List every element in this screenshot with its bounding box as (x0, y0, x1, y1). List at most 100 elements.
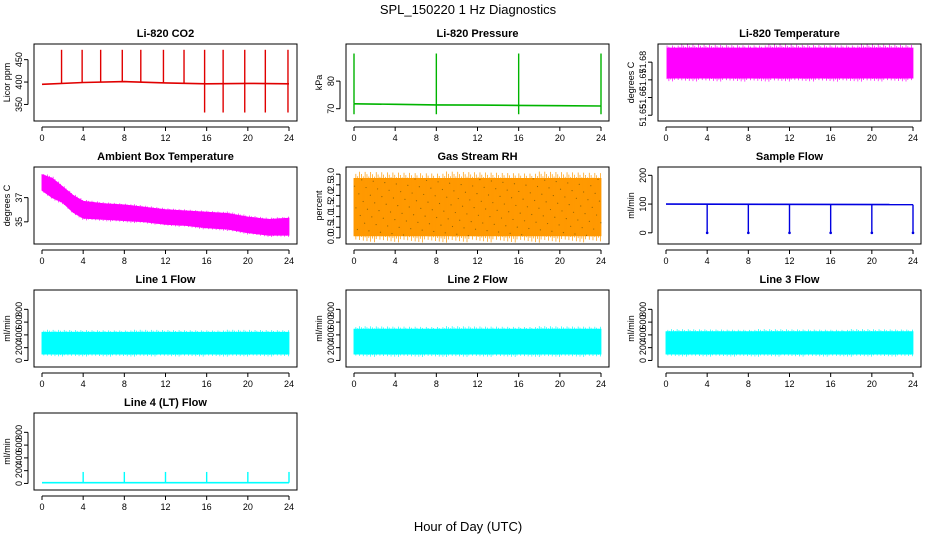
rh-point (417, 221, 419, 223)
rh-point (457, 197, 459, 200)
x-tick-label: 12 (160, 379, 170, 389)
y-tick-label: 800 (326, 302, 336, 317)
y-tick-label: 2.5 (326, 179, 336, 192)
panel-ylabel: degrees C (626, 61, 636, 103)
series-line (41, 80, 290, 86)
y-tick-label: 1.0 (326, 210, 336, 223)
panel-data (41, 329, 290, 357)
panel-ylabel: ml/min (2, 438, 12, 465)
rh-point (523, 220, 526, 222)
y-tick-label: 0 (14, 481, 24, 486)
rh-point (496, 209, 498, 211)
rh-point (587, 199, 589, 201)
rh-point (570, 225, 572, 227)
x-tick-label: 20 (243, 256, 253, 266)
rh-point (568, 204, 570, 206)
y-tick-label: 0 (638, 358, 648, 363)
rh-point (376, 188, 379, 190)
rh-point (505, 225, 507, 227)
rh-point (482, 222, 484, 224)
y-tick-label: 70 (326, 104, 336, 114)
rh-point (369, 194, 371, 196)
rh-point (447, 218, 449, 220)
rh-point (440, 224, 442, 226)
rh-point (444, 232, 446, 234)
rh-point (509, 232, 511, 235)
rh-point (512, 218, 514, 221)
rh-point (544, 179, 546, 181)
rh-point (476, 193, 478, 195)
rh-point (469, 199, 471, 201)
x-tick-label: 4 (81, 502, 86, 512)
x-tick-label: 20 (867, 133, 877, 143)
rh-point (571, 190, 573, 192)
x-tick-label: 0 (663, 379, 668, 389)
panel-data (666, 44, 914, 82)
figure-title: SPL_150220 1 Hz Diagnostics (380, 2, 557, 17)
spike-point (788, 231, 791, 235)
rh-point (500, 217, 503, 219)
x-tick-label: 4 (81, 133, 86, 143)
panel-frame (33, 43, 298, 122)
rh-point (538, 207, 540, 209)
x-tick-label: 24 (908, 133, 918, 143)
x-tick-label: 16 (514, 256, 524, 266)
x-tick-label: 8 (434, 379, 439, 389)
rh-point (451, 225, 454, 228)
rh-point (499, 195, 501, 197)
rh-point (431, 209, 433, 211)
rh-point (565, 218, 567, 220)
rh-point (388, 189, 390, 191)
rh-point (358, 193, 360, 195)
x-tick-label: 0 (39, 379, 44, 389)
panel-frame (657, 289, 922, 368)
panel-title: Li-820 Pressure (437, 28, 519, 40)
rh-point (555, 180, 557, 183)
rh-point (466, 213, 468, 215)
rh-point (598, 200, 601, 202)
x-tick-label: 24 (908, 256, 918, 266)
x-tick-label: 8 (122, 502, 127, 512)
rh-point (554, 216, 556, 218)
spike-point (829, 231, 832, 235)
x-tick-label: 24 (908, 379, 918, 389)
rh-point (436, 216, 438, 219)
rh-point (421, 229, 423, 231)
x-tick-label: 4 (705, 256, 710, 266)
rh-point (584, 213, 586, 215)
x-tick-label: 16 (514, 379, 524, 389)
panel-ylabel: ml/min (626, 192, 636, 219)
rh-point (410, 228, 412, 230)
rh-point (528, 227, 530, 230)
x-tick-label: 8 (122, 133, 127, 143)
rh-point (408, 206, 410, 208)
panel-title: Line 4 (LT) Flow (124, 397, 207, 409)
x-tick-label: 4 (393, 256, 398, 266)
rh-point (463, 227, 465, 229)
rh-point (495, 188, 497, 190)
x-tick-label: 8 (746, 133, 751, 143)
y-tick-label: 0 (326, 358, 336, 363)
rh-point (492, 202, 494, 204)
x-tick-label: 12 (784, 256, 794, 266)
rh-point (594, 192, 596, 194)
y-tick-label: 350 (14, 97, 24, 112)
rh-point (398, 226, 400, 228)
rh-point (364, 222, 366, 224)
y-tick-label: 600 (14, 315, 24, 330)
rh-point (477, 214, 480, 216)
x-tick-label: 0 (39, 502, 44, 512)
rh-point (572, 211, 575, 213)
y-tick-label: 0.5 (326, 221, 336, 234)
panel-ylabel: Licor ppm (2, 63, 12, 103)
x-tick-label: 16 (202, 502, 212, 512)
rh-point (420, 207, 422, 210)
x-tick-label: 0 (39, 256, 44, 266)
y-tick-label: 450 (14, 52, 24, 67)
rh-point (459, 219, 461, 221)
x-tick-label: 12 (784, 133, 794, 143)
x-tick-label: 4 (81, 256, 86, 266)
rh-point (449, 182, 451, 184)
rh-point (418, 186, 420, 188)
panel-data (353, 53, 602, 115)
